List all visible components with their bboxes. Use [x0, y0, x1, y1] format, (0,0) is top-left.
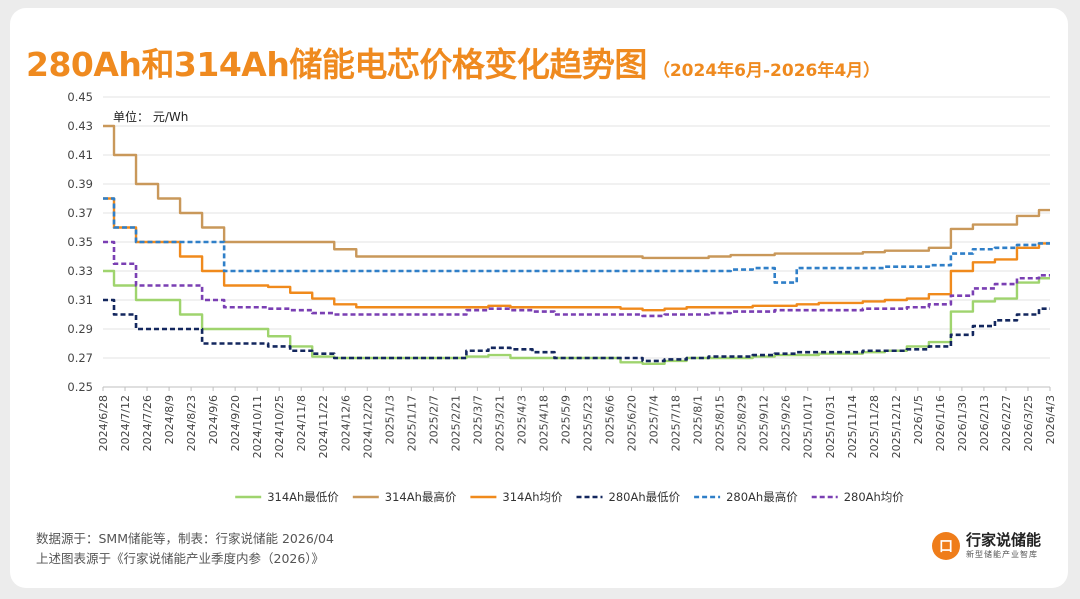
legend-label: 314Ah最低价 [267, 490, 339, 504]
x-tick-label: 2025/3/7 [471, 395, 484, 444]
x-tick-label: 2026/4/3 [1044, 395, 1057, 444]
x-tick-label: 2025/5/23 [582, 395, 595, 451]
x-tick-label: 2026/1/30 [956, 395, 969, 451]
x-tick-label: 2025/11/14 [846, 395, 859, 458]
source-note: 数据源于：SMM储能等，制表：行家说储能 2026/04 [36, 531, 334, 546]
y-tick-label: 0.35 [67, 235, 93, 249]
title-date-range: （2024年6月-2026年4月） [652, 61, 881, 81]
x-tick-label: 2025/5/9 [559, 395, 572, 444]
x-tick-label: 2025/8/15 [714, 395, 727, 451]
chart-title: 280Ah和314Ah储能电芯价格变化趋势图 （2024年6月-2026年4月） [26, 38, 880, 86]
brand-name: 行家说储能 [966, 531, 1042, 549]
unit-label: 单位： 元/Wh [113, 109, 188, 124]
x-tick-label: 2025/12/12 [890, 395, 903, 458]
x-tick-label: 2025/8/1 [692, 395, 705, 444]
x-tick-label: 2025/1/3 [383, 395, 396, 444]
x-tick-label: 2026/1/5 [912, 395, 925, 444]
chart-legend: 314Ah最低价 314Ah最高价 314Ah均价 280Ah最低价 280Ah最高价 2… [235, 490, 904, 504]
x-tick-label: 2024/8/23 [185, 395, 198, 451]
legend-label: 280Ah最低价 [609, 490, 681, 504]
x-axis: 2024/6/28 2024/7/12 2024/7/26 2024/8/9 2024/… [97, 387, 1057, 458]
series-line-2 [103, 124, 1050, 260]
legend-item-6: 280Ah均价 [811, 490, 905, 504]
x-tick-label: 2025/10/31 [824, 395, 837, 458]
y-tick-label: 0.39 [67, 177, 93, 191]
plot-series [103, 124, 1050, 365]
y-tick-label: 0.29 [67, 322, 93, 336]
x-tick-label: 2025/2/7 [427, 395, 440, 444]
y-tick-label: 0.37 [67, 206, 93, 220]
line-chart: 0.45 0.43 0.41 0.39 0.37 0.35 0.33 0.31 0.29 0.27… [67, 90, 1057, 504]
x-tick-label: 2024/12/20 [361, 395, 374, 458]
y-tick-label: 0.27 [67, 351, 93, 365]
series-line-5 [103, 197, 1050, 284]
y-axis: 0.45 0.43 0.41 0.39 0.37 0.35 0.33 0.31 0.29 0.27… [67, 90, 93, 394]
x-tick-label: 2025/4/3 [515, 395, 528, 444]
x-tick-label: 2026/1/16 [934, 395, 947, 451]
x-tick-label: 2024/8/9 [163, 395, 176, 444]
x-tick-label: 2025/7/18 [670, 395, 683, 451]
x-tick-label: 2025/1/17 [405, 395, 418, 451]
y-tick-label: 0.41 [67, 148, 93, 162]
legend-label: 280Ah最高价 [726, 490, 798, 504]
x-tick-label: 2024/11/22 [317, 395, 330, 458]
y-tick-label: 0.25 [67, 380, 93, 394]
x-tick-label: 2024/11/8 [295, 395, 308, 451]
x-tick-label: 2025/6/20 [626, 395, 639, 451]
legend-item-1: 314Ah最低价 [235, 490, 339, 504]
y-tick-label: 0.43 [67, 119, 93, 133]
y-tick-label: 0.45 [67, 90, 93, 104]
x-tick-label: 2025/8/29 [736, 395, 749, 451]
x-tick-label: 2024/10/25 [273, 395, 286, 458]
x-tick-label: 2025/4/18 [537, 395, 550, 451]
x-tick-label: 2025/9/26 [780, 395, 793, 451]
title-main: 280Ah和314Ah储能电芯价格变化趋势图 [26, 45, 647, 84]
x-tick-label: 2024/7/12 [119, 395, 132, 451]
x-tick-label: 2026/2/13 [978, 395, 991, 451]
x-tick-label: 2025/7/4 [648, 395, 661, 444]
x-tick-label: 2026/2/27 [1000, 395, 1013, 451]
x-tick-label: 2024/9/6 [207, 395, 220, 444]
legend-label: 314Ah均价 [502, 490, 563, 504]
series-line-6 [103, 240, 1050, 318]
x-tick-label: 2025/10/17 [802, 395, 815, 458]
x-tick-label: 2024/10/11 [251, 395, 264, 458]
x-tick-label: 2024/6/28 [97, 395, 110, 451]
y-tick-label: 0.31 [67, 293, 93, 307]
x-tick-label: 2024/7/26 [141, 395, 154, 451]
legend-item-3: 314Ah均价 [470, 490, 563, 504]
legend-item-2: 314Ah最高价 [352, 490, 457, 504]
chart-card [10, 8, 1068, 588]
legend-item-4: 280Ah最低价 [576, 490, 681, 504]
series-line-4 [103, 298, 1050, 363]
x-tick-label: 2025/11/28 [868, 395, 881, 458]
legend-label: 280Ah均价 [844, 490, 905, 504]
brand-logo: 口 行家说储能 新型储能产业智库 [932, 532, 1041, 560]
reference-note: 上述图表源于《行家说储能产业季度内参（2026）》 [36, 551, 325, 566]
x-tick-label: 2026/3/25 [1022, 395, 1035, 451]
legend-label: 314Ah最高价 [385, 490, 457, 504]
series-line-3 [103, 197, 1050, 312]
brand-mark-icon: 口 [932, 532, 960, 560]
x-tick-label: 2025/3/21 [493, 395, 506, 451]
x-tick-label: 2024/9/20 [229, 395, 242, 451]
brand-slogan: 新型储能产业智库 [966, 550, 1038, 559]
x-tick-label: 2025/9/12 [758, 395, 771, 451]
x-tick-label: 2024/12/6 [339, 395, 352, 451]
x-tick-label: 2025/2/21 [449, 395, 462, 451]
legend-item-5: 280Ah最高价 [694, 490, 798, 504]
x-tick-label: 2025/6/6 [604, 395, 617, 444]
y-tick-label: 0.33 [67, 264, 93, 278]
